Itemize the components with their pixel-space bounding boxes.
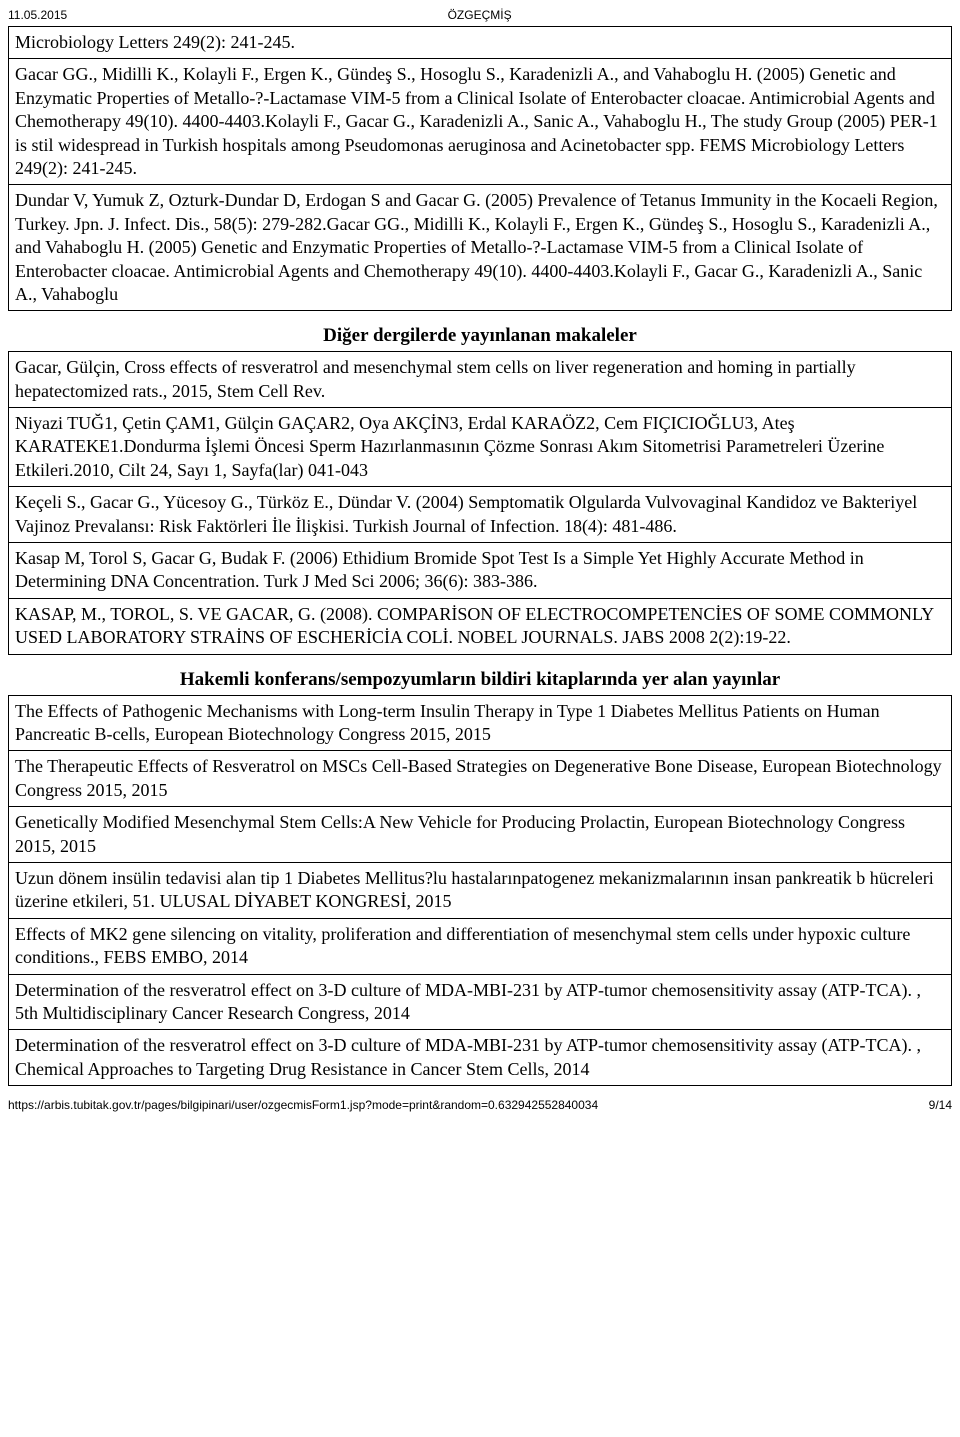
- section2-table: Gacar, Gülçin, Cross effects of resverat…: [8, 351, 952, 654]
- page-footer: https://arbis.tubitak.gov.tr/pages/bilgi…: [8, 1098, 952, 1112]
- publication-item: Determination of the resveratrol effect …: [9, 974, 951, 1030]
- publication-item: Kasap M, Torol S, Gacar G, Budak F. (200…: [9, 542, 951, 598]
- publication-item: Microbiology Letters 249(2): 241-245.: [9, 27, 951, 58]
- publication-item: Gacar, Gülçin, Cross effects of resverat…: [9, 352, 951, 407]
- section1-table: Microbiology Letters 249(2): 241-245. Ga…: [8, 26, 952, 311]
- publication-item: Effects of MK2 gene silencing on vitalit…: [9, 918, 951, 974]
- section3-table: The Effects of Pathogenic Mechanisms wit…: [8, 695, 952, 1086]
- header-title: ÖZGEÇMİŞ: [448, 8, 512, 22]
- publication-item: The Effects of Pathogenic Mechanisms wit…: [9, 696, 951, 751]
- header-date: 11.05.2015: [8, 8, 67, 22]
- publication-item: Dundar V, Yumuk Z, Ozturk-Dundar D, Erdo…: [9, 184, 951, 310]
- publication-item: Niyazi TUĞ1, Çetin ÇAM1, Gülçin GAÇAR2, …: [9, 407, 951, 486]
- publication-item: Keçeli S., Gacar G., Yücesoy G., Türköz …: [9, 486, 951, 542]
- publication-item: Gacar GG., Midilli K., Kolayli F., Ergen…: [9, 58, 951, 184]
- publication-item: Genetically Modified Mesenchymal Stem Ce…: [9, 806, 951, 862]
- publication-item: KASAP, M., TOROL, S. VE GACAR, G. (2008)…: [9, 598, 951, 654]
- publication-item: Uzun dönem insülin tedavisi alan tip 1 D…: [9, 862, 951, 918]
- page-header: 11.05.2015 ÖZGEÇMİŞ: [8, 8, 952, 22]
- header-spacer: [892, 8, 952, 22]
- section3-title: Hakemli konferans/sempozyumların bildiri…: [8, 669, 952, 691]
- footer-url: https://arbis.tubitak.gov.tr/pages/bilgi…: [8, 1098, 598, 1112]
- publication-item: The Therapeutic Effects of Resveratrol o…: [9, 750, 951, 806]
- publication-item: Determination of the resveratrol effect …: [9, 1029, 951, 1085]
- footer-page-number: 9/14: [929, 1098, 952, 1112]
- section2-title: Diğer dergilerde yayınlanan makaleler: [8, 325, 952, 347]
